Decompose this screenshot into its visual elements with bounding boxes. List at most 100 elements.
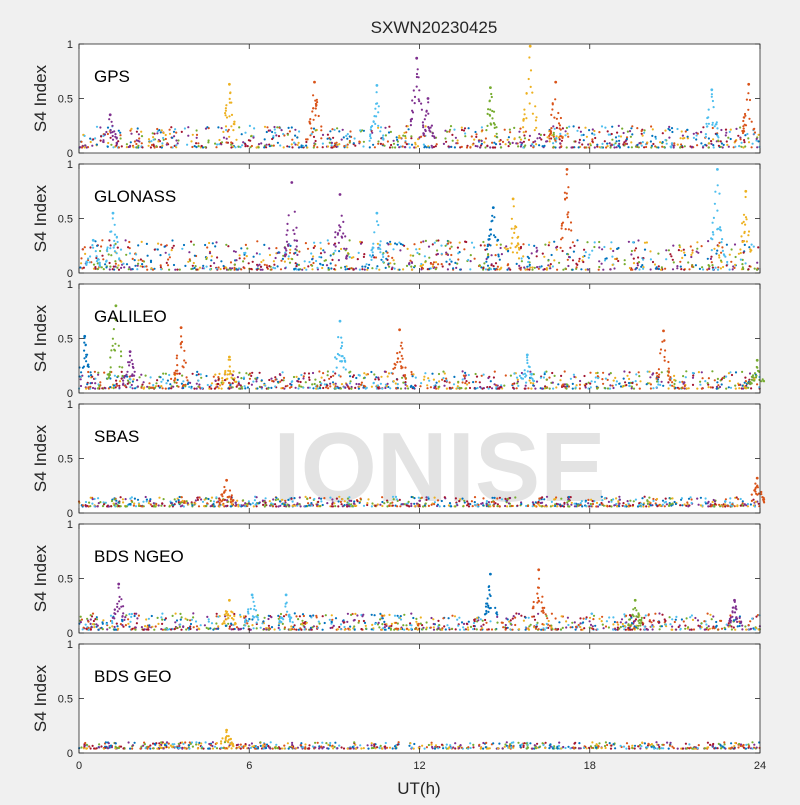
scatter-point — [555, 386, 557, 388]
scatter-point — [415, 143, 417, 145]
scatter-point — [749, 99, 751, 101]
scatter-point — [355, 267, 357, 269]
scatter-point — [208, 618, 210, 620]
scatter-point — [348, 268, 350, 270]
scatter-point — [410, 386, 412, 388]
scatter-point — [756, 269, 758, 271]
scatter-point — [337, 505, 339, 507]
scatter-point — [350, 500, 352, 502]
scatter-point — [436, 143, 438, 145]
scatter-point — [574, 621, 576, 623]
scatter-point — [117, 375, 119, 377]
scatter-point — [198, 505, 200, 507]
scatter-point — [534, 140, 536, 142]
scatter-point — [109, 247, 111, 249]
scatter-point — [729, 254, 731, 256]
scatter-point — [414, 265, 416, 267]
scatter-point — [559, 379, 561, 381]
scatter-point — [491, 215, 493, 217]
scatter-point — [167, 380, 169, 382]
scatter-point — [89, 386, 91, 388]
scatter-point — [230, 261, 232, 263]
scatter-point — [615, 497, 617, 499]
scatter-point — [166, 262, 168, 264]
scatter-point — [140, 258, 142, 260]
scatter-point — [303, 375, 305, 377]
scatter-point — [553, 132, 555, 134]
scatter-point — [591, 138, 593, 140]
scatter-point — [607, 130, 609, 132]
scatter-point — [355, 383, 357, 385]
scatter-point — [269, 500, 271, 502]
scatter-point — [513, 205, 515, 207]
scatter-point — [239, 257, 241, 259]
scatter-point — [245, 372, 247, 374]
scatter-point — [532, 380, 534, 382]
scatter-point — [376, 220, 378, 222]
scatter-point — [512, 387, 514, 389]
scatter-point — [481, 140, 483, 142]
scatter-point — [730, 387, 732, 389]
scatter-point — [594, 137, 596, 139]
scatter-point — [539, 266, 541, 268]
scatter-point — [502, 141, 504, 143]
scatter-point — [517, 379, 519, 381]
scatter-point — [341, 503, 343, 505]
scatter-point — [137, 263, 139, 265]
scatter-point — [432, 243, 434, 245]
spike-peak-point — [376, 84, 379, 87]
scatter-point — [601, 125, 603, 127]
scatter-point — [121, 366, 123, 368]
scatter-point — [695, 132, 697, 134]
scatter-point — [126, 263, 128, 265]
scatter-point — [270, 378, 272, 380]
scatter-point — [228, 115, 230, 117]
scatter-point — [222, 504, 224, 506]
scatter-point — [243, 267, 245, 269]
scatter-point — [391, 268, 393, 270]
scatter-point — [228, 129, 230, 131]
scatter-point — [232, 129, 234, 131]
scatter-point — [671, 142, 673, 144]
scatter-point — [178, 499, 180, 501]
scatter-point — [704, 380, 706, 382]
scatter-point — [683, 381, 685, 383]
scatter-point — [487, 256, 489, 258]
scatter-point — [170, 146, 172, 148]
scatter-point — [211, 255, 213, 257]
scatter-point — [416, 86, 418, 88]
scatter-point — [141, 135, 143, 137]
scatter-point — [525, 269, 527, 271]
scatter-point — [681, 146, 683, 148]
scatter-point — [158, 504, 160, 506]
scatter-point — [90, 618, 92, 620]
scatter-point — [734, 385, 736, 387]
scatter-point — [404, 381, 406, 383]
scatter-point — [341, 215, 343, 217]
scatter-point — [561, 137, 563, 139]
scatter-point — [486, 145, 488, 147]
scatter-point — [640, 503, 642, 505]
scatter-point — [705, 497, 707, 499]
scatter-point — [558, 122, 560, 124]
scatter-point — [157, 140, 159, 142]
scatter-point — [635, 373, 637, 375]
scatter-point — [464, 377, 466, 379]
scatter-point — [526, 362, 528, 364]
scatter-point — [98, 629, 100, 631]
scatter-point — [175, 613, 177, 615]
scatter-point — [692, 377, 694, 379]
scatter-point — [335, 617, 337, 619]
scatter-point — [425, 503, 427, 505]
scatter-point — [552, 102, 554, 104]
scatter-point — [505, 245, 507, 247]
scatter-point — [145, 375, 147, 377]
scatter-point — [428, 498, 430, 500]
scatter-point — [741, 142, 743, 144]
scatter-point — [570, 146, 572, 148]
scatter-point — [349, 141, 351, 143]
scatter-point — [214, 505, 216, 507]
scatter-point — [700, 142, 702, 144]
scatter-point — [404, 146, 406, 148]
scatter-point — [432, 265, 434, 267]
